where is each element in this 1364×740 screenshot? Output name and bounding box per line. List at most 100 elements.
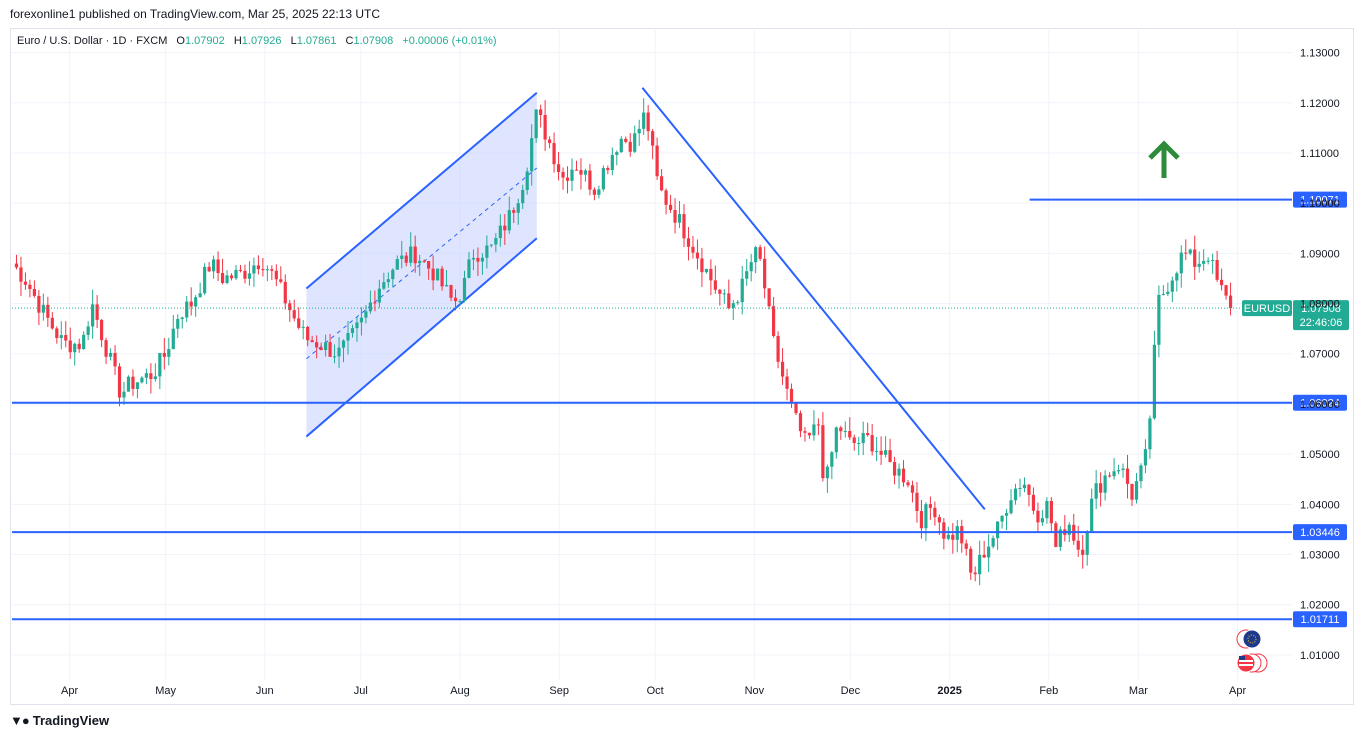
candle-body [875,450,879,452]
chart-frame[interactable] [10,28,1354,705]
candle-body [1193,249,1197,267]
candle-body [153,376,157,380]
candle-body [427,261,431,269]
candle-body [270,269,274,271]
candle-body [668,204,673,211]
last-price-tag [1293,300,1349,331]
channel-mid-line[interactable] [306,167,538,360]
candle-body [391,269,395,280]
symbol-legend[interactable]: Euro / U.S. Dollar · 1D · FXCM O1.07902 … [17,35,497,47]
candle-body [633,133,637,152]
candle-body [704,268,708,273]
candle-body [539,109,543,115]
candle-body [767,288,771,307]
candle-body [901,468,906,483]
candle-body [973,572,977,575]
horizontal-levels[interactable]: 1.10071 1.06024 1.03446 1.01711 EURUSD 1.0790… [12,191,1349,628]
candle-body [1125,468,1130,484]
candle-body [77,343,81,350]
candle-body [646,112,650,132]
candle-body [754,247,758,263]
candle-body [933,507,937,518]
candle-body [548,139,552,144]
candle-body [857,443,861,445]
tradingview-footer[interactable]: ▼● TradingView [10,713,109,728]
candle-body [736,302,740,304]
candle-body [171,328,175,350]
price-tick-label: 1.04000 [1300,499,1340,511]
level-price-tag [1293,191,1347,208]
candle-body [265,269,269,271]
candle-body [319,347,323,350]
trendline-group[interactable] [641,87,986,510]
candle-body [884,450,888,455]
candle-body [297,318,301,328]
channel-upper-line[interactable] [305,91,538,290]
candle-body [68,340,72,353]
candle-body [292,310,296,319]
candle-body [1175,273,1179,281]
candle-body [1130,483,1134,500]
candle-body [1045,500,1049,519]
candle-body [1081,549,1085,555]
candle-body [1224,285,1228,296]
candle-body [991,538,995,547]
candle-body [1009,500,1013,514]
candle-body [1090,498,1094,532]
trendline[interactable] [641,87,986,510]
candle-body [216,259,220,274]
candle-body [637,128,641,134]
candle-body [279,279,283,282]
candle-body [910,485,915,493]
candle-body [964,543,968,549]
candles-group [14,98,1233,586]
candle-body [848,431,852,438]
candle-body [906,482,910,486]
candle-body [234,269,238,279]
candle-body [1215,259,1219,280]
candle-body [821,425,825,479]
candle-body [803,431,807,433]
candle-body [695,252,700,259]
candle-body [126,376,131,392]
candle-body [628,141,632,152]
price-axis[interactable]: 1.13000 1.12000 1.11000 1.10000 1.09000 1.080… [1300,48,1340,662]
candle-body [50,317,54,329]
us-flag-icon [1236,653,1268,673]
price-channel[interactable] [305,91,538,438]
candle-body [570,169,574,181]
time-axis[interactable]: Apr May Jun Jul Aug Sep Oct Nov Dec 2025 Feb Mar Apr [61,685,1246,697]
candle-body [987,546,991,558]
candle-body [673,210,677,223]
candle-body [892,461,897,476]
candle-body [852,437,856,444]
candle-body [489,244,493,246]
candle-body [749,262,753,272]
arrow-head [1148,140,1180,160]
candle-body [834,427,838,453]
candle-body [655,145,659,177]
time-tick-label: Jul [354,685,368,697]
high-label: H [233,35,242,47]
candle-body [592,189,596,195]
candle-body [167,349,171,357]
candle-body [543,114,547,140]
brand-name: TradingView [32,713,110,728]
candle-body [395,258,399,270]
candle-body [41,304,45,313]
candle-body [1202,260,1206,264]
level-price-tag [1293,394,1347,411]
candle-body [651,131,655,146]
candle-body [28,284,32,289]
candle-body [713,280,717,290]
candle-body [624,138,628,142]
candle-body [288,303,292,311]
candle-body [108,352,113,357]
candle-body [149,373,153,380]
candle-body [601,168,605,190]
time-tick-label: Feb [1039,685,1058,697]
price-tick-label: 1.12000 [1300,98,1340,110]
candle-body [982,554,986,558]
candle-body [1013,488,1018,501]
